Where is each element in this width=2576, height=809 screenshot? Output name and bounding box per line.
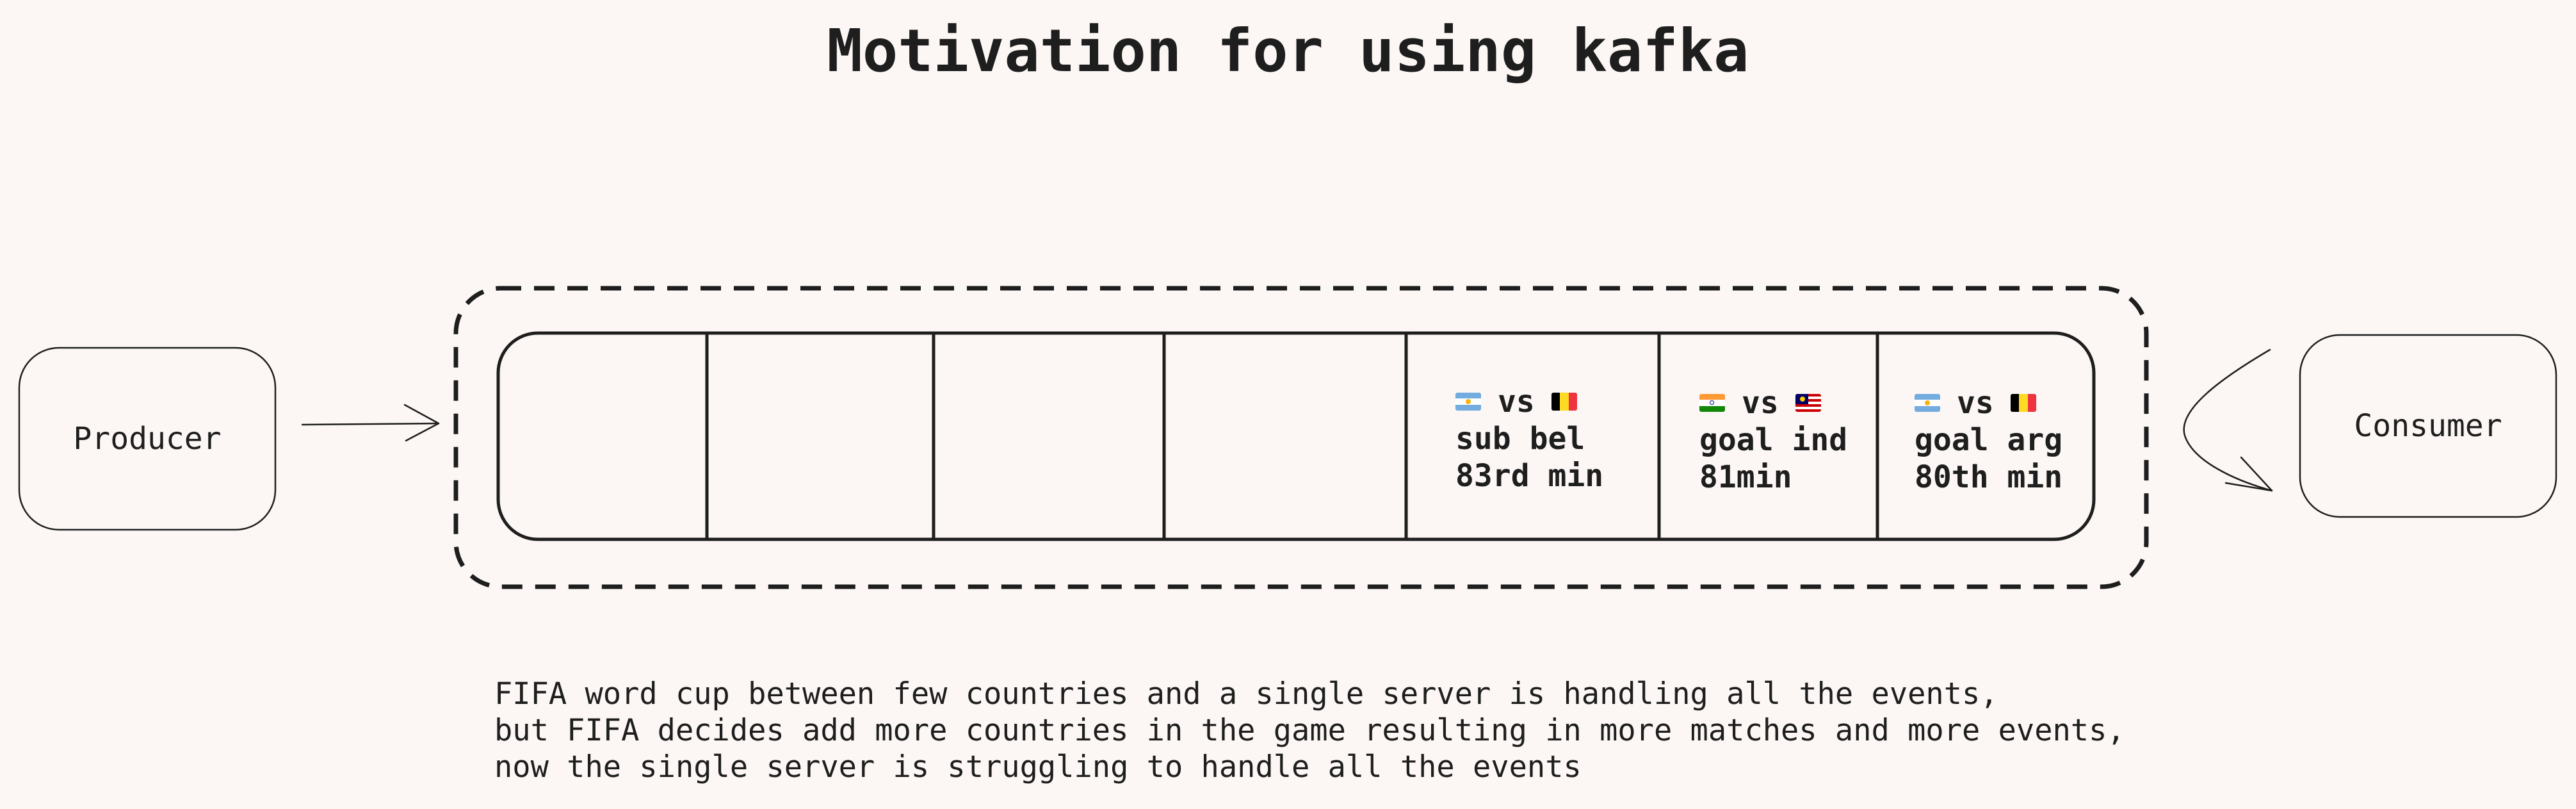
description-line: now the single server is struggling to h… bbox=[494, 749, 1582, 785]
queue-event: vs goal arg 80th min bbox=[1915, 384, 2062, 496]
diagram-title: Motivation for using kafka bbox=[827, 17, 1749, 85]
vs-label: vs bbox=[1742, 385, 1779, 421]
india-flag-icon bbox=[1699, 394, 1725, 412]
argentina-flag-icon bbox=[1915, 394, 1940, 412]
belgium-flag-icon bbox=[1551, 393, 1577, 411]
event-type: sub bel bbox=[1455, 421, 1585, 457]
queue-event: vs goal ind 81min bbox=[1699, 384, 1847, 496]
queue-box bbox=[496, 331, 2096, 541]
kafka-container bbox=[453, 286, 2149, 589]
vs-label: vs bbox=[1957, 385, 1994, 421]
description-line: FIFA word cup between few countries and … bbox=[494, 676, 1998, 712]
event-time: 83rd min bbox=[1455, 458, 1604, 494]
match-line: vs bbox=[1699, 384, 1847, 421]
producer-box bbox=[18, 347, 277, 531]
consumer-box bbox=[2299, 334, 2557, 518]
producer-arrow bbox=[301, 404, 440, 442]
consumer-arrow bbox=[2183, 348, 2273, 492]
queue-event: vs sub bel 83rd min bbox=[1455, 383, 1603, 494]
description: FIFA word cup between few countries and … bbox=[494, 676, 2125, 785]
consumer-label: Consumer bbox=[2354, 408, 2502, 444]
event-type: goal arg bbox=[1915, 422, 2063, 458]
belgium-flag-icon bbox=[2010, 394, 2036, 412]
malaysia-flag-icon bbox=[1795, 394, 1821, 412]
match-line: vs bbox=[1455, 383, 1603, 420]
event-time: 81min bbox=[1699, 459, 1792, 495]
match-line: vs bbox=[1915, 384, 2062, 421]
producer-label: Producer bbox=[73, 421, 222, 457]
description-line: but FIFA decides add more countries in t… bbox=[494, 713, 2125, 748]
argentina-flag-icon bbox=[1455, 393, 1481, 411]
vs-label: vs bbox=[1498, 384, 1535, 420]
event-time: 80th min bbox=[1915, 459, 2063, 495]
event-type: goal ind bbox=[1699, 422, 1848, 458]
